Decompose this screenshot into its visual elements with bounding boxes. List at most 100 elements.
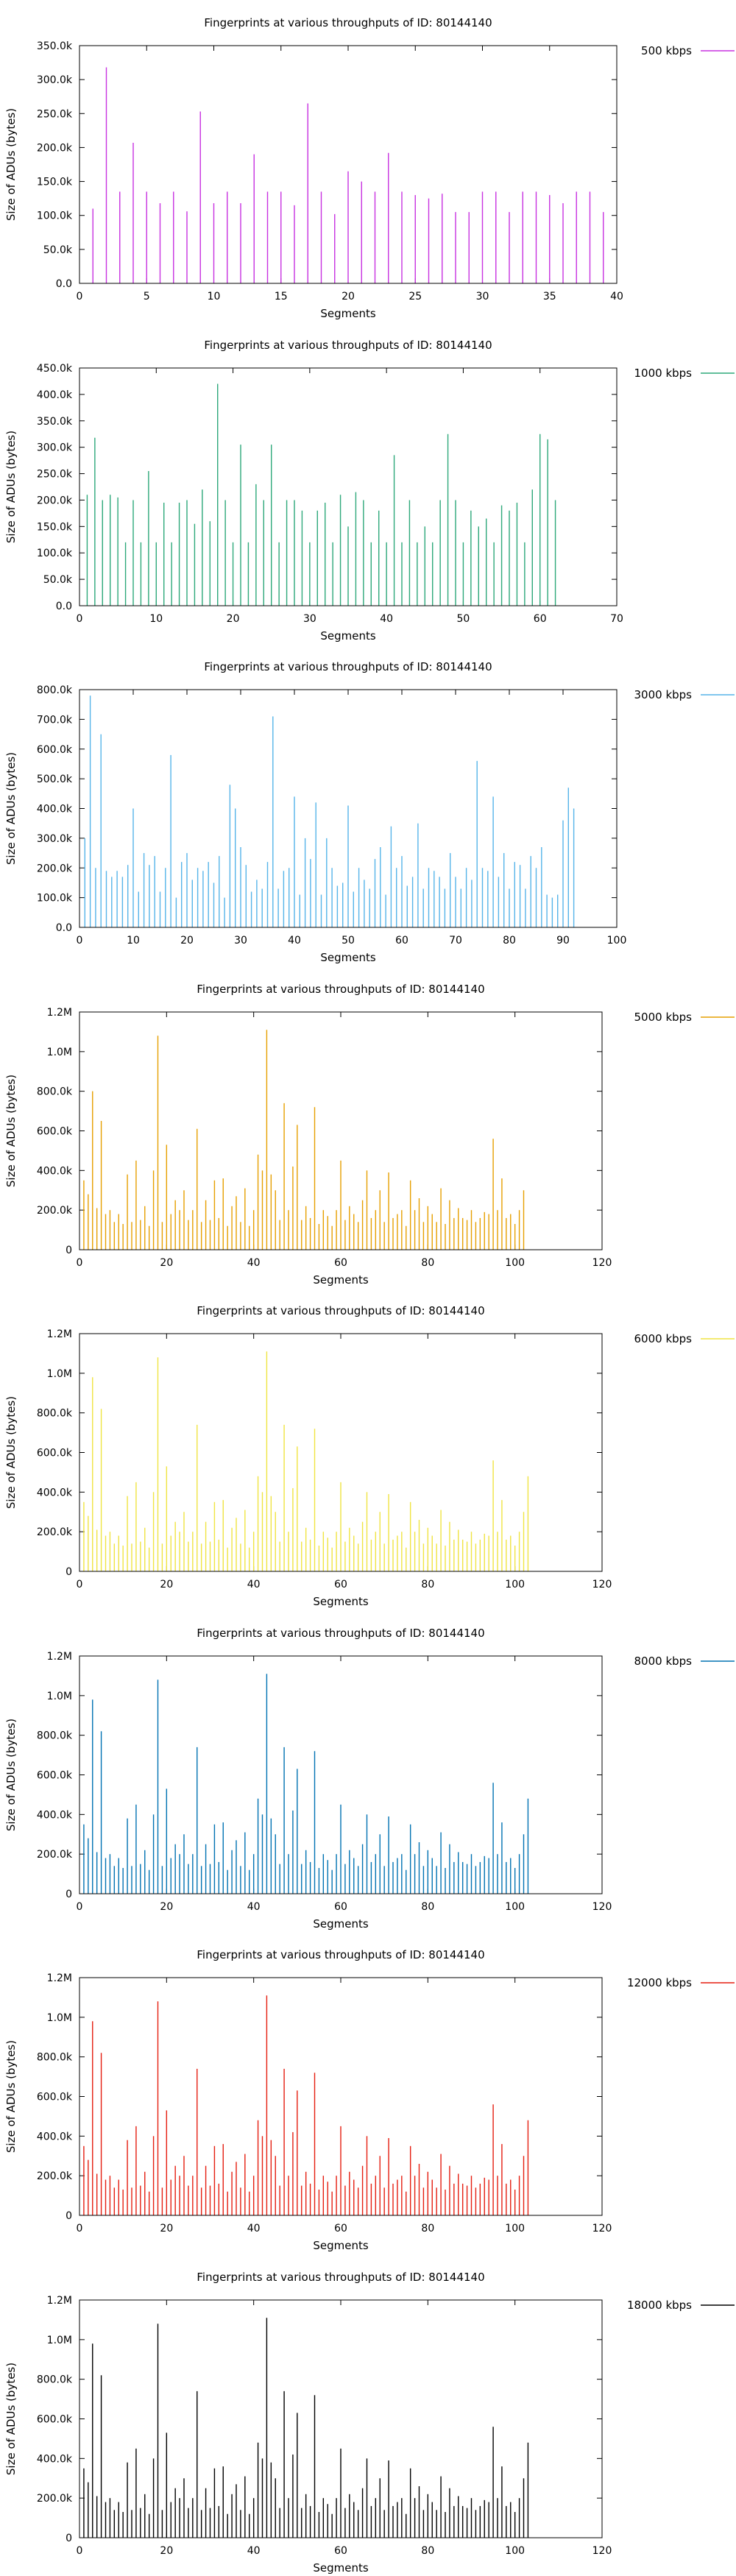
- y-tick-label: 400.0k: [37, 1809, 73, 1821]
- x-tick-label: 120: [592, 1901, 612, 1913]
- x-tick-label: 40: [247, 2223, 261, 2234]
- x-tick-label: 0: [77, 2545, 83, 2557]
- x-tick-label: 60: [334, 1579, 347, 1590]
- y-tick-label: 0: [66, 1889, 72, 1900]
- chart-title: Fingerprints at various throughputs of I…: [204, 660, 492, 673]
- x-tick-label: 40: [288, 935, 301, 946]
- y-tick-label: 600.0k: [37, 1125, 73, 1137]
- x-axis-label: Segments: [320, 629, 376, 643]
- chart-panel: Fingerprints at various throughputs of I…: [4, 2271, 735, 2575]
- y-tick-label: 350.0k: [37, 415, 73, 427]
- y-axis-label: Size of ADUs (bytes): [4, 1074, 18, 1186]
- y-tick-label: 400.0k: [37, 804, 73, 815]
- x-tick-label: 0: [77, 1579, 83, 1590]
- x-tick-label: 0: [77, 1901, 83, 1913]
- x-tick-label: 80: [421, 1257, 434, 1269]
- legend-label: 18000 kbps: [627, 2299, 692, 2312]
- x-tick-label: 90: [556, 935, 570, 946]
- y-tick-label: 500.0k: [37, 774, 73, 785]
- chart-title: Fingerprints at various throughputs of I…: [197, 983, 484, 996]
- y-tick-label: 200.0k: [37, 2493, 73, 2505]
- y-tick-label: 400.0k: [37, 389, 73, 400]
- chart-panel: Fingerprints at various throughputs of I…: [4, 1627, 735, 1931]
- chart-panel: Fingerprints at various throughputs of I…: [4, 339, 735, 643]
- x-tick-label: 40: [247, 1257, 261, 1269]
- y-tick-label: 0: [66, 2533, 72, 2544]
- plot-frame: [79, 367, 618, 606]
- x-tick-label: 0: [77, 935, 83, 946]
- x-tick-label: 0: [77, 2223, 83, 2234]
- y-tick-label: 200.0k: [37, 863, 73, 874]
- y-tick-label: 200.0k: [37, 1526, 73, 1538]
- y-tick-label: 800.0k: [37, 2052, 73, 2064]
- x-tick-label: 120: [592, 1579, 612, 1590]
- y-tick-label: 600.0k: [37, 2413, 73, 2425]
- x-tick-label: 120: [592, 2545, 612, 2557]
- x-tick-label: 20: [227, 613, 240, 625]
- chart-panel: Fingerprints at various throughputs of I…: [4, 1304, 735, 1608]
- x-tick-label: 40: [247, 1901, 261, 1913]
- plot-frame: [79, 1333, 603, 1572]
- y-axis-label: Size of ADUs (bytes): [4, 1396, 18, 1509]
- x-tick-label: 25: [408, 291, 422, 302]
- chart-title: Fingerprints at various throughputs of I…: [197, 1948, 484, 1961]
- legend-label: 3000 kbps: [634, 688, 693, 701]
- chart-title: Fingerprints at various throughputs of I…: [197, 2271, 484, 2284]
- x-tick-label: 20: [160, 1257, 173, 1269]
- y-tick-label: 600.0k: [37, 1448, 73, 1459]
- y-tick-label: 150.0k: [37, 177, 73, 188]
- x-tick-label: 60: [334, 2545, 347, 2557]
- x-axis-label: Segments: [320, 307, 376, 320]
- x-tick-label: 0: [77, 613, 83, 625]
- plot-frame: [79, 1655, 603, 1894]
- x-tick-label: 120: [592, 1257, 612, 1269]
- y-tick-label: 800.0k: [37, 1408, 73, 1420]
- y-tick-label: 200.0k: [37, 1849, 73, 1861]
- y-axis-label: Size of ADUs (bytes): [4, 1718, 18, 1830]
- x-tick-label: 60: [334, 1257, 347, 1269]
- x-tick-label: 0: [77, 291, 83, 302]
- x-tick-label: 35: [543, 291, 556, 302]
- chart-panel: Fingerprints at various throughputs of I…: [4, 983, 735, 1287]
- x-tick-label: 30: [303, 613, 316, 625]
- y-tick-label: 800.0k: [37, 1730, 73, 1741]
- y-tick-label: 0: [66, 2210, 72, 2222]
- y-tick-label: 300.0k: [37, 74, 73, 86]
- x-tick-label: 100: [607, 935, 627, 946]
- x-tick-label: 15: [275, 291, 288, 302]
- x-tick-label: 60: [534, 613, 547, 625]
- y-tick-label: 1.2M: [47, 1972, 72, 1984]
- x-tick-label: 40: [247, 2545, 261, 2557]
- y-tick-label: 700.0k: [37, 714, 73, 726]
- x-tick-label: 80: [421, 2545, 434, 2557]
- y-tick-label: 600.0k: [37, 2092, 73, 2103]
- y-axis-label: Size of ADUs (bytes): [4, 752, 18, 865]
- x-tick-label: 80: [421, 1579, 434, 1590]
- x-axis-label: Segments: [313, 2561, 369, 2575]
- x-tick-label: 100: [505, 1579, 525, 1590]
- y-tick-label: 150.0k: [37, 521, 73, 533]
- y-tick-label: 50.0k: [43, 574, 73, 586]
- x-tick-label: 60: [334, 1901, 347, 1913]
- x-axis-label: Segments: [320, 951, 376, 964]
- y-tick-label: 50.0k: [43, 244, 73, 256]
- y-tick-label: 1.0M: [47, 1690, 72, 1702]
- y-tick-label: 200.0k: [37, 142, 73, 154]
- y-tick-label: 100.0k: [37, 893, 73, 905]
- y-tick-label: 0: [66, 1566, 72, 1578]
- x-tick-label: 30: [234, 935, 247, 946]
- y-tick-label: 200.0k: [37, 2170, 73, 2182]
- y-axis-label: Size of ADUs (bytes): [4, 2040, 18, 2153]
- plot-frame: [79, 1977, 603, 2216]
- y-tick-label: 0.0: [56, 922, 72, 934]
- y-tick-label: 450.0k: [37, 363, 73, 375]
- plot-frame: [79, 2299, 603, 2538]
- legend-label: 12000 kbps: [627, 1976, 692, 1989]
- x-tick-label: 100: [505, 1901, 525, 1913]
- x-tick-label: 50: [342, 935, 355, 946]
- y-axis-label: Size of ADUs (bytes): [4, 430, 18, 542]
- plot-frame: [79, 689, 618, 928]
- y-tick-label: 800.0k: [37, 1086, 73, 1097]
- y-tick-label: 0.0: [56, 278, 72, 290]
